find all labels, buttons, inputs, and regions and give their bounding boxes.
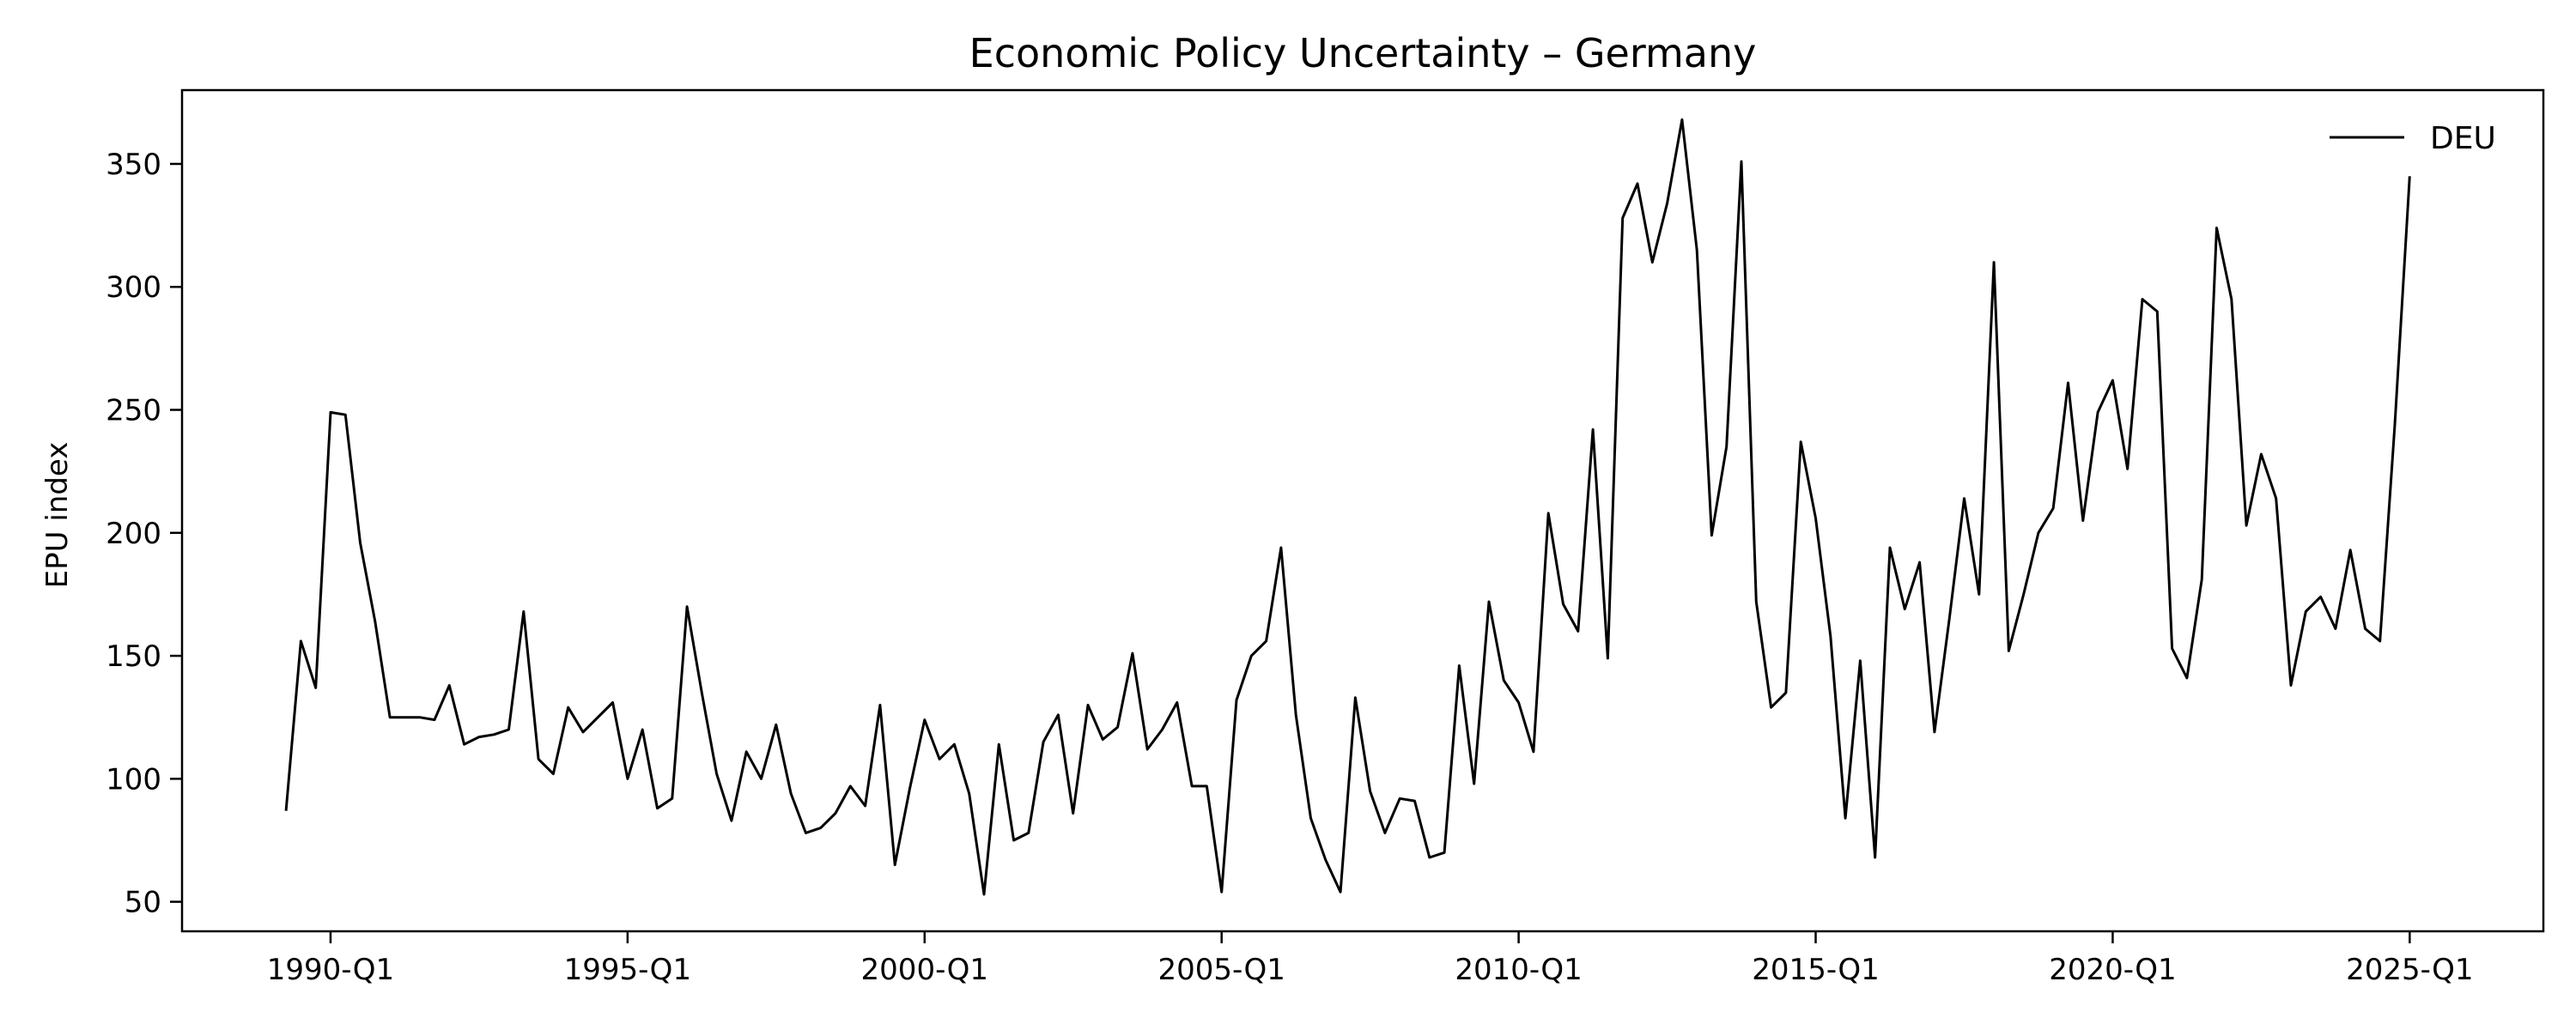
legend: DEU xyxy=(2330,121,2496,156)
series-line-deu xyxy=(284,118,2411,896)
y-axis-ticks: 50 100 150 200 250 300 350 xyxy=(106,148,182,920)
y-tick-label: 300 xyxy=(106,270,161,305)
x-tick-label: 2020-Q1 xyxy=(2049,953,2176,987)
y-axis-label: EPU index xyxy=(40,442,75,589)
x-tick-label: 2025-Q1 xyxy=(2346,953,2473,987)
y-tick-label: 50 xyxy=(125,886,161,920)
x-tick-label: 2015-Q1 xyxy=(1752,953,1879,987)
x-tick-label: 1990-Q1 xyxy=(267,953,394,987)
y-tick-label: 100 xyxy=(106,762,161,797)
y-tick-label: 250 xyxy=(106,394,161,428)
chart-title: Economic Policy Uncertainty – Germany xyxy=(969,30,1757,76)
x-tick-label: 2010-Q1 xyxy=(1455,953,1582,987)
plot-area xyxy=(284,118,2411,896)
legend-label-deu: DEU xyxy=(2430,121,2496,156)
y-tick-label: 200 xyxy=(106,517,161,551)
y-tick-label: 150 xyxy=(106,639,161,674)
y-tick-label: 350 xyxy=(106,148,161,182)
axes-frame xyxy=(180,88,2545,933)
x-tick-label: 2000-Q1 xyxy=(861,953,988,987)
x-axis-ticks: 1990-Q1 1995-Q1 2000-Q1 2005-Q1 2010-Q1 2015-… xyxy=(267,931,2474,987)
x-tick-label: 2005-Q1 xyxy=(1157,953,1285,987)
x-tick-label: 1995-Q1 xyxy=(564,953,691,987)
